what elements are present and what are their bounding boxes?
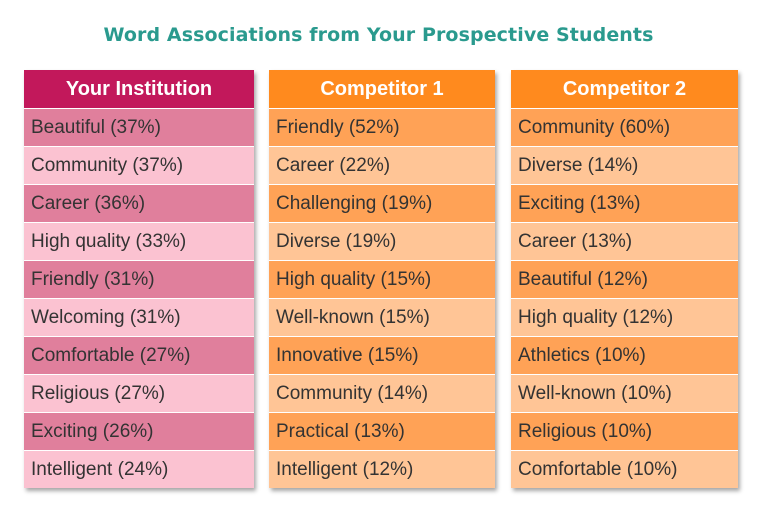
list-item: Community (14%) (269, 375, 495, 413)
list-item: Beautiful (37%) (24, 109, 254, 147)
list-item: Friendly (52%) (269, 109, 495, 147)
column-competitor-1: Competitor 1 Friendly (52%) Career (22%)… (269, 70, 495, 488)
list-item: Career (13%) (511, 223, 738, 261)
list-item: Innovative (15%) (269, 337, 495, 375)
list-item: Exciting (26%) (24, 413, 254, 451)
list-item: Intelligent (24%) (24, 451, 254, 488)
column-your-institution: Your Institution Beautiful (37%) Communi… (24, 70, 254, 488)
list-item: Welcoming (31%) (24, 299, 254, 337)
list-item: Beautiful (12%) (511, 261, 738, 299)
list-item: High quality (15%) (269, 261, 495, 299)
column-header: Your Institution (24, 70, 254, 109)
list-item: Friendly (31%) (24, 261, 254, 299)
list-item: High quality (12%) (511, 299, 738, 337)
list-item: Career (22%) (269, 147, 495, 185)
list-item: High quality (33%) (24, 223, 254, 261)
list-item: Well-known (10%) (511, 375, 738, 413)
list-item: Diverse (19%) (269, 223, 495, 261)
list-item: Comfortable (10%) (511, 451, 738, 488)
list-item: Community (60%) (511, 109, 738, 147)
page-title: Word Associations from Your Prospective … (103, 24, 654, 46)
list-item: Career (36%) (24, 185, 254, 223)
list-item: Community (37%) (24, 147, 254, 185)
list-item: Athletics (10%) (511, 337, 738, 375)
column-header: Competitor 2 (511, 70, 738, 109)
list-item: Practical (13%) (269, 413, 495, 451)
list-item: Diverse (14%) (511, 147, 738, 185)
list-item: Well-known (15%) (269, 299, 495, 337)
column-competitor-2: Competitor 2 Community (60%) Diverse (14… (511, 70, 738, 488)
list-item: Exciting (13%) (511, 185, 738, 223)
column-header: Competitor 1 (269, 70, 495, 109)
list-item: Religious (27%) (24, 375, 254, 413)
list-item: Religious (10%) (511, 413, 738, 451)
list-item: Intelligent (12%) (269, 451, 495, 488)
list-item: Comfortable (27%) (24, 337, 254, 375)
list-item: Challenging (19%) (269, 185, 495, 223)
